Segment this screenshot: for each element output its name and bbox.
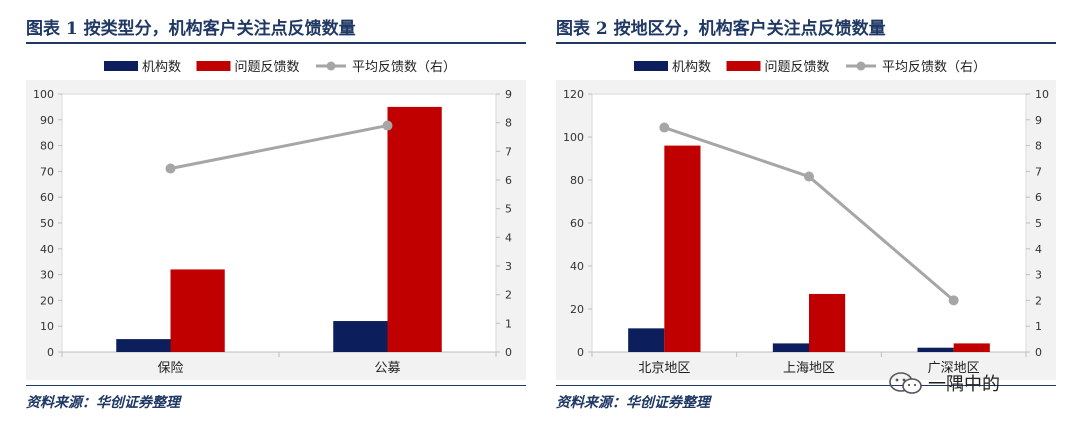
y2-tick-label-10: 10 <box>1035 88 1049 101</box>
x-tick-label-上海地区: 上海地区 <box>783 361 835 376</box>
y2-tick-label-3: 3 <box>505 260 512 273</box>
y-tick-label-0: 0 <box>47 346 54 359</box>
y2-tick-label-4: 4 <box>505 231 512 244</box>
y2-tick-label-5: 5 <box>505 203 512 216</box>
chart-title-2: 图表 2 按地区分，机构客户关注点反馈数量 <box>556 19 886 39</box>
y-tick-label-20: 20 <box>40 294 54 307</box>
bar-机构数-上海地区 <box>772 343 809 352</box>
y-tick-label-50: 50 <box>40 217 54 230</box>
point-平均反馈数（右）-广深地区 <box>948 295 959 306</box>
y-tick-label-80: 80 <box>40 140 54 153</box>
y2-tick-label-7: 7 <box>505 145 512 158</box>
legend-label-问题反馈数: 问题反馈数 <box>765 60 830 75</box>
legend-label-平均反馈数（右）: 平均反馈数（右） <box>352 60 456 75</box>
point-平均反馈数（右）-上海地区 <box>804 171 814 182</box>
legend-marker-平均反馈数（右） <box>326 61 336 71</box>
point-平均反馈数（右）-保险 <box>165 163 176 174</box>
legend-label-问题反馈数: 问题反馈数 <box>235 60 300 75</box>
watermark-text: 一隅中的 <box>928 374 1000 395</box>
chart-2: 机构数 问题反馈数 平均反馈数（右） 0 20 40 60 80 100 120 0 1 2 3 4 5 6 7 8… <box>556 60 1056 380</box>
chart-title-1: 图表 1 按类型分，机构客户关注点反馈数量 <box>26 19 356 39</box>
title-rule-2 <box>556 42 1056 44</box>
y-tick-label-100: 100 <box>33 88 54 101</box>
y-tick-label-70: 70 <box>40 165 54 178</box>
wechat-icon <box>889 372 922 394</box>
y2-tick-label-8: 8 <box>505 117 512 130</box>
bar-问题反馈数-保险 <box>170 269 225 352</box>
y2-tick-label-0: 0 <box>505 346 512 359</box>
y-tick-label-20: 20 <box>570 303 584 316</box>
chart-panel-2: 图表 2 按地区分，机构客户关注点反馈数量 机构数 问题反馈数 平均反馈数（右） 0 2… <box>556 0 1056 431</box>
y-tick-label-40: 40 <box>570 260 584 273</box>
legend-swatch-机构数 <box>634 61 668 71</box>
y-tick-label-60: 60 <box>40 191 54 204</box>
chart-1: 机构数 问题反馈数 平均反馈数（右） 0 10 20 30 40 50 60 70 80 90 100 0 1… <box>26 60 526 380</box>
source-rule-1 <box>26 385 526 386</box>
x-tick-label-北京地区: 北京地区 <box>638 361 690 376</box>
x-tick-label-公募: 公募 <box>374 361 400 376</box>
x-tick-label-广深地区: 广深地区 <box>928 361 980 376</box>
point-平均反馈数（右）-公募 <box>382 120 393 131</box>
legend-marker-平均反馈数（右） <box>856 61 866 71</box>
bar-问题反馈数-公募 <box>387 106 442 353</box>
y2-tick-label-9: 9 <box>1035 114 1042 127</box>
y2-tick-label-1: 1 <box>505 317 512 330</box>
line-平均反馈数（右） <box>170 124 388 171</box>
y2-tick-label-8: 8 <box>1035 140 1042 153</box>
source-rule-2 <box>556 385 1056 386</box>
legend-swatch-问题反馈数 <box>196 61 231 71</box>
bar-机构数-保险 <box>116 339 171 352</box>
point-平均反馈数（右）-北京地区 <box>659 122 670 133</box>
y2-tick-label-2: 2 <box>505 289 512 302</box>
chart-panel-1: 图表 1 按类型分，机构客户关注点反馈数量 机构数 问题反馈数 平均反馈数（右） 0 1… <box>26 0 526 431</box>
y-tick-label-0: 0 <box>577 346 584 359</box>
source-note-1: 资料来源：华创证券整理 <box>26 395 180 411</box>
bar-问题反馈数-北京地区 <box>664 145 701 352</box>
y2-tick-label-2: 2 <box>1035 294 1042 307</box>
bar-机构数-广深地区 <box>917 347 954 352</box>
bar-问题反馈数-广深地区 <box>953 343 990 352</box>
x-tick-label-保险: 保险 <box>157 361 183 376</box>
y2-tick-label-6: 6 <box>1035 191 1042 204</box>
y2-tick-label-3: 3 <box>1035 269 1042 282</box>
y-tick-label-40: 40 <box>40 243 54 256</box>
y2-tick-label-5: 5 <box>1035 217 1042 230</box>
y-tick-label-100: 100 <box>563 131 584 144</box>
y-tick-label-30: 30 <box>40 269 54 282</box>
y-tick-label-60: 60 <box>570 217 584 230</box>
bar-机构数-公募 <box>333 321 388 352</box>
legend-swatch-问题反馈数 <box>726 61 761 71</box>
title-rule-1 <box>26 42 526 44</box>
legend-label-机构数: 机构数 <box>142 60 181 75</box>
legend-swatch-机构数 <box>104 61 138 71</box>
y-tick-label-90: 90 <box>40 114 54 127</box>
y-tick-label-120: 120 <box>563 88 584 101</box>
y2-tick-label-4: 4 <box>1035 243 1042 256</box>
watermark: 一隅中的 <box>888 370 1000 396</box>
bar-问题反馈数-上海地区 <box>809 293 846 352</box>
y-tick-label-10: 10 <box>40 320 54 333</box>
y2-tick-label-1: 1 <box>1035 320 1042 333</box>
bar-机构数-北京地区 <box>628 328 665 352</box>
y2-tick-label-9: 9 <box>505 88 512 101</box>
legend-label-机构数: 机构数 <box>672 60 711 75</box>
legend-label-平均反馈数（右）: 平均反馈数（右） <box>882 60 986 75</box>
y-tick-label-80: 80 <box>570 174 584 187</box>
source-note-2: 资料来源：华创证券整理 <box>556 395 710 411</box>
y2-tick-label-6: 6 <box>505 174 512 187</box>
y2-tick-label-7: 7 <box>1035 165 1042 178</box>
y2-tick-label-0: 0 <box>1035 346 1042 359</box>
